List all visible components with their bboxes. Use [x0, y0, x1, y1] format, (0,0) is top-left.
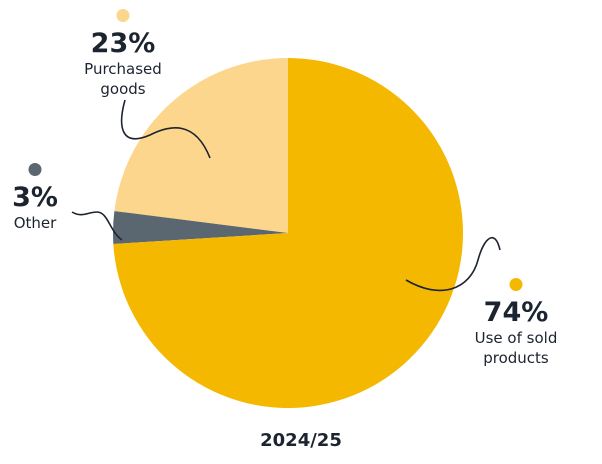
chart-title: 2024/25: [260, 430, 342, 451]
legend-dot: [509, 278, 523, 291]
pie-slice: [112, 211, 288, 244]
legend-dot: [28, 163, 42, 176]
value-label: 23%: [90, 28, 156, 59]
slice-label: 23% Purchased goods: [63, 29, 183, 99]
connector: [71, 211, 123, 241]
category-label: Other: [13, 214, 57, 232]
category-label: Use of sold products: [474, 329, 558, 367]
value-label: 74%: [483, 297, 549, 328]
slice-label: 74% Use of sold products: [468, 298, 564, 368]
connector: [405, 236, 501, 292]
connectors: [71, 99, 501, 292]
slice-label: 3% Other: [0, 183, 70, 233]
value-label: 3%: [12, 182, 58, 213]
pie-slice: [114, 58, 288, 233]
legend-dot: [116, 9, 130, 22]
pie-slice: [113, 58, 463, 408]
category-label: Purchased goods: [84, 60, 162, 98]
connector: [120, 99, 211, 159]
